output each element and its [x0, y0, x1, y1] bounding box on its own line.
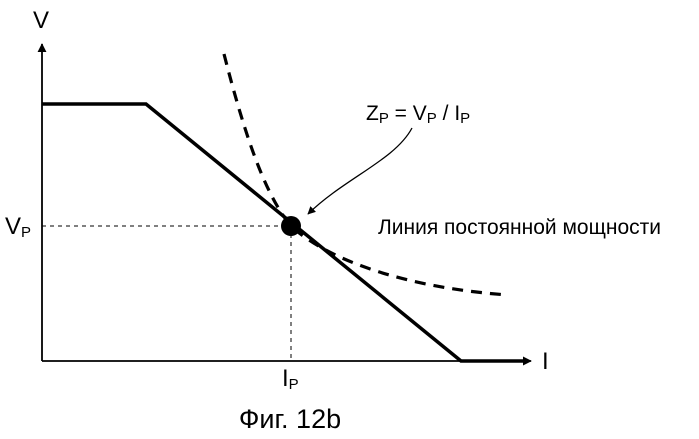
y-axis-label: V [33, 7, 49, 34]
x-axis-label: I [542, 348, 549, 375]
impedance-label: ZP = VP / IP [366, 102, 470, 127]
vp-label: VP [5, 213, 31, 241]
ip-label: IP [282, 365, 299, 393]
figure-caption: Фиг. 12b [239, 404, 341, 434]
constant-power-label: Линия постоянной мощности [378, 216, 661, 239]
constant-power-curve [224, 54, 508, 295]
operating-point-marker [281, 216, 301, 236]
impedance-callout-arrow [308, 128, 412, 214]
